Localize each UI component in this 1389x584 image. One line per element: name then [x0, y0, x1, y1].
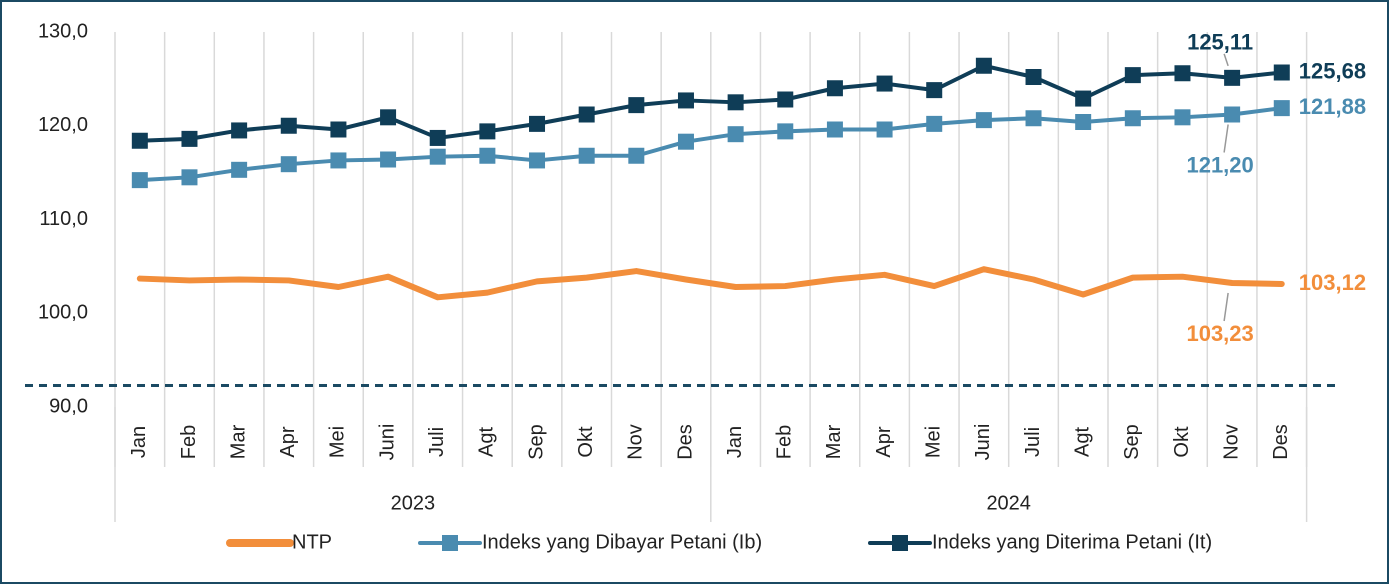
marker — [578, 106, 595, 123]
marker — [1174, 65, 1191, 82]
marker — [926, 82, 943, 99]
x-tick-label: Okt — [1171, 426, 1193, 458]
y-tick-label: 120,0 — [38, 114, 88, 136]
group-label: 2024 — [986, 492, 1031, 514]
leader-line — [1223, 124, 1229, 153]
y-tick-label: 100,0 — [38, 302, 88, 324]
marker — [1224, 69, 1241, 86]
marker — [479, 123, 496, 140]
marker — [1124, 110, 1141, 127]
marker — [1124, 67, 1141, 84]
marker — [677, 133, 694, 150]
marker — [1075, 90, 1092, 107]
marker — [330, 152, 347, 169]
marker — [826, 80, 843, 97]
marker — [1273, 100, 1290, 117]
marker — [975, 57, 992, 74]
marker — [777, 123, 794, 140]
x-tick-label: Nov — [1220, 424, 1242, 460]
marker — [231, 122, 248, 139]
marker — [429, 129, 446, 146]
x-tick-label: Okt — [575, 426, 597, 458]
marker — [727, 126, 744, 143]
marker — [529, 152, 546, 169]
marker — [578, 147, 595, 164]
value-label: 121,20 — [1186, 152, 1253, 177]
marker — [280, 156, 297, 173]
x-tick-label: Jan — [128, 426, 150, 458]
marker — [181, 130, 198, 147]
legend-marker — [892, 535, 908, 551]
x-tick-label: Apr — [277, 426, 299, 457]
value-label: 121,88 — [1299, 94, 1366, 119]
marker — [380, 151, 397, 168]
x-tick-label: Des — [1270, 424, 1292, 460]
marker — [280, 117, 297, 134]
x-tick-label: Mar — [823, 424, 845, 459]
marker — [876, 121, 893, 138]
marker — [529, 115, 546, 132]
marker — [330, 121, 347, 138]
x-tick-label: Nov — [625, 424, 647, 460]
x-tick-label: Juni — [376, 424, 398, 461]
x-tick-label: Apr — [873, 426, 895, 457]
x-tick-label: Des — [674, 424, 696, 460]
marker — [231, 161, 248, 178]
x-tick-label: Juli — [426, 427, 448, 457]
x-tick-label: Agt — [476, 427, 498, 457]
x-tick-label: Juni — [972, 424, 994, 461]
series-line — [137, 106, 1284, 183]
y-tick-label: 130,0 — [38, 20, 88, 42]
marker — [181, 169, 198, 186]
marker — [876, 75, 893, 92]
legend-label: NTP — [292, 531, 332, 553]
x-tick-label: Juli — [1022, 427, 1044, 457]
x-tick-label: Mei — [327, 426, 349, 458]
legend-marker — [442, 535, 458, 551]
x-tick-label: Agt — [1071, 427, 1093, 457]
marker — [975, 112, 992, 129]
marker — [1075, 114, 1092, 130]
marker — [628, 97, 645, 114]
marker — [131, 172, 148, 189]
value-label: 125,68 — [1299, 58, 1366, 83]
x-tick-label: Mei — [923, 426, 945, 458]
x-tick-label: Sep — [1121, 424, 1143, 460]
value-label: 103,12 — [1299, 270, 1366, 295]
leader-line — [1223, 292, 1229, 322]
y-tick-label: 110,0 — [39, 208, 88, 230]
x-tick-label: Mar — [227, 424, 249, 459]
marker — [1224, 106, 1241, 123]
marker — [826, 121, 843, 138]
y-tick-label: 90,0 — [49, 395, 88, 417]
legend-label: Indeks yang Dibayar Petani (Ib) — [482, 531, 762, 553]
marker — [727, 94, 744, 111]
marker — [777, 91, 794, 108]
value-label: 103,23 — [1186, 321, 1253, 346]
marker — [1174, 109, 1191, 126]
marker — [1025, 69, 1042, 85]
x-tick-label: Jan — [724, 426, 746, 458]
marker — [479, 147, 496, 164]
marker — [628, 147, 645, 164]
leader-line — [1223, 53, 1229, 67]
group-label: 2023 — [391, 492, 436, 514]
series-line — [136, 266, 1285, 301]
value-label: 125,11 — [1187, 30, 1253, 55]
series-line — [137, 63, 1284, 143]
marker — [380, 109, 397, 126]
marker — [677, 92, 694, 109]
marker — [131, 132, 148, 149]
marker — [926, 115, 943, 132]
x-tick-label: Feb — [178, 425, 200, 459]
x-tick-label: Feb — [774, 425, 796, 459]
marker — [1273, 64, 1290, 81]
marker — [429, 148, 446, 165]
marker — [1025, 110, 1042, 127]
legend-label: Indeks yang Diterima Petani (It) — [932, 531, 1212, 553]
x-tick-label: Sep — [525, 424, 547, 460]
